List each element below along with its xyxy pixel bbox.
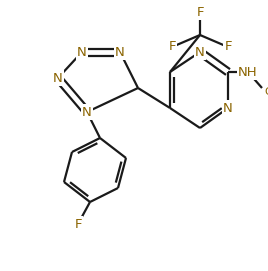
Text: F: F: [224, 40, 232, 53]
Text: F: F: [74, 218, 82, 231]
Text: CH₃: CH₃: [264, 87, 268, 97]
Text: N: N: [82, 105, 92, 118]
Text: NH: NH: [238, 66, 258, 79]
Text: N: N: [223, 102, 233, 115]
Text: F: F: [196, 5, 204, 18]
Text: N: N: [53, 72, 63, 85]
Text: N: N: [195, 46, 205, 59]
Text: N: N: [77, 46, 87, 59]
Text: N: N: [115, 46, 125, 59]
Text: F: F: [168, 40, 176, 53]
